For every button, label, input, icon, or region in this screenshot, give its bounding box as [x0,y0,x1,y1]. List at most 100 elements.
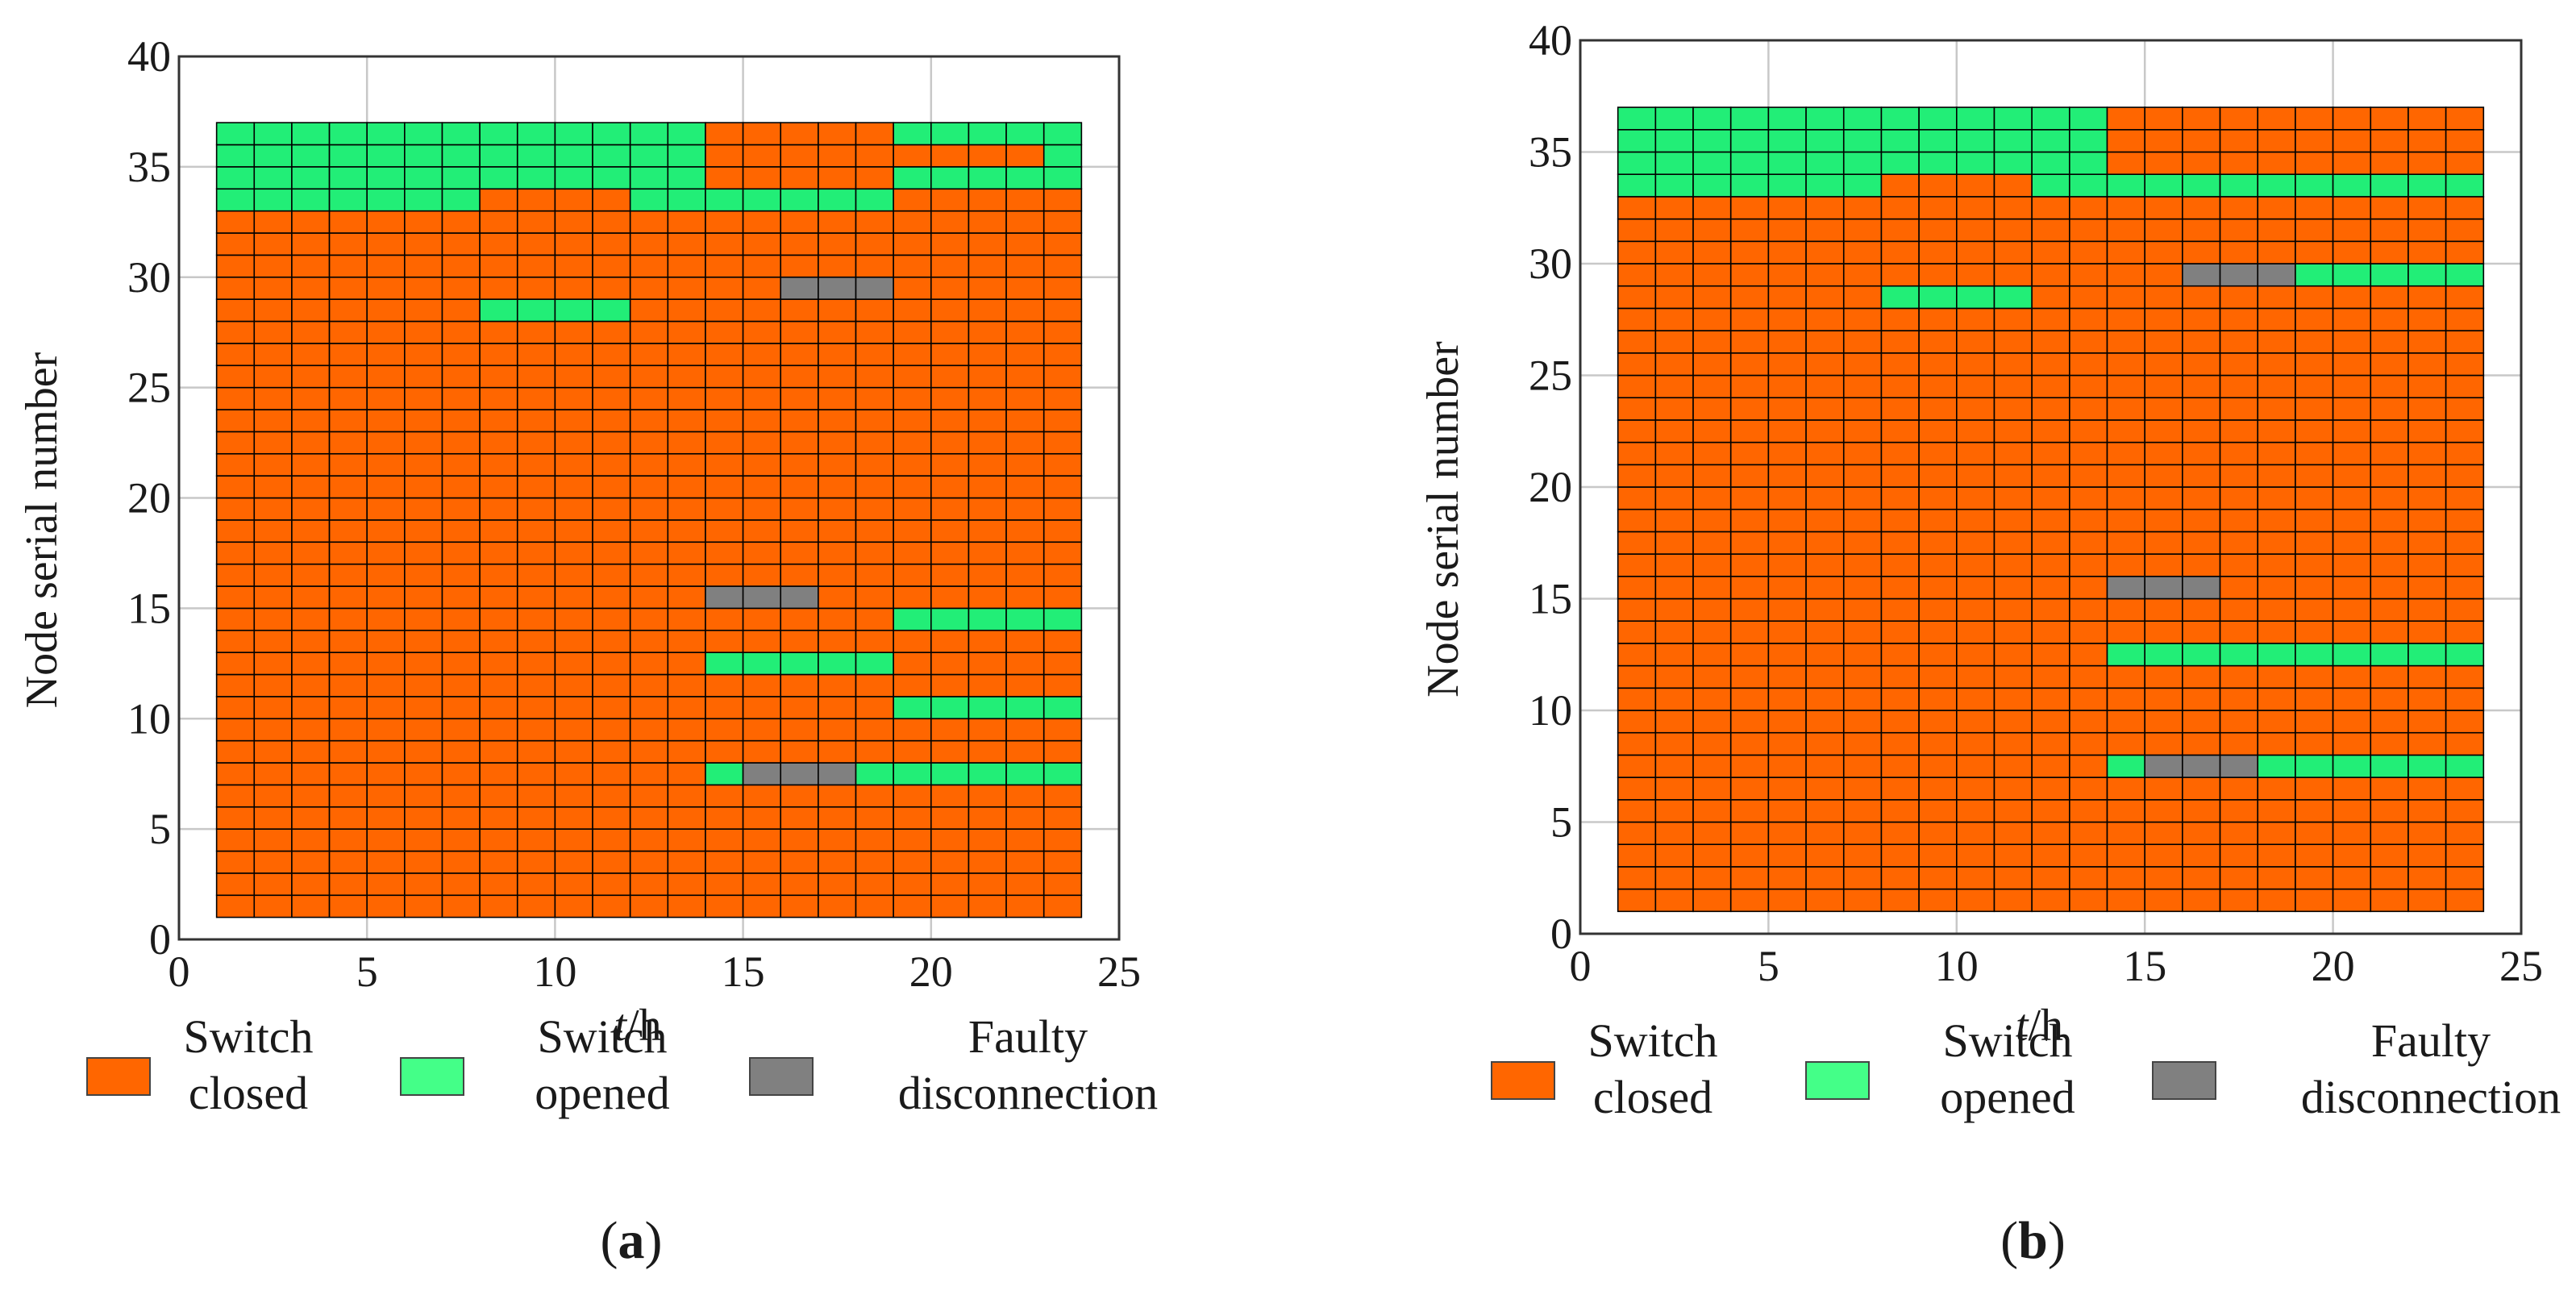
cell-closed-h20-n28 [2332,285,2372,310]
cell-closed-h9-n1 [1918,888,1958,913]
cell-closed-h21-n17 [968,541,1007,565]
cell-closed-h20-n8 [930,739,970,764]
cell-closed-h5-n8 [366,739,406,764]
cell-closed-h4-n9 [1729,710,1770,734]
cell-closed-h1-n25 [215,364,256,389]
cell-closed-h8-n2 [479,872,518,897]
cell-closed-h17-n20 [818,475,857,499]
cell-closed-h7-n28 [441,298,481,323]
cell-closed-h1-n6 [1617,777,1657,801]
cell-closed-h20-n10 [2332,687,2372,711]
cell-closed-h19-n4 [2295,821,2334,846]
cell-closed-h7-n1 [1842,888,1883,913]
cell-closed-h2-n17 [253,541,293,565]
cell-closed-h23-n31 [1042,232,1083,256]
cell-closed-h3-n8 [291,739,331,764]
cell-closed-h6-n7 [404,762,443,786]
cell-opened-h8-n28 [479,298,518,323]
cell-closed-h2-n11 [253,673,293,697]
cell-closed-h9-n19 [516,497,556,521]
cell-closed-h12-n7 [629,762,669,786]
cell-closed-h15-n16 [742,563,782,587]
cell-closed-h9-n1 [516,894,556,918]
cell-closed-h19-n6 [2295,777,2334,801]
cell-closed-h5-n23 [1767,397,1807,421]
cell-closed-h15-n10 [2144,687,2183,711]
cell-closed-h11-n19 [1993,486,2033,510]
cell-closed-h2-n1 [1654,888,1694,913]
cell-closed-h7-n3 [1842,843,1883,868]
cell-closed-h2-n27 [253,320,293,344]
cell-closed-h8-n5 [1880,798,1920,823]
cell-closed-h19-n26 [2295,330,2334,354]
cell-closed-h9-n13 [1918,620,1958,644]
cell-closed-h14-n34 [2106,151,2146,176]
cell-closed-h13-n24 [2069,374,2108,399]
cell-closed-h8-n22 [479,431,518,455]
cell-closed-h8-n24 [479,386,518,410]
cell-closed-h4-n24 [328,386,368,410]
cell-closed-h14-n2 [2106,866,2146,890]
cell-closed-h7-n32 [441,210,481,234]
cell-closed-h19-n9 [893,718,932,742]
cell-closed-h11-n3 [1993,843,2033,868]
cell-closed-h10-n16 [1956,553,1995,577]
cell-closed-h13-n11 [2069,664,2108,689]
cell-closed-h7-n18 [441,519,481,543]
cell-closed-h23-n3 [1042,850,1083,874]
cell-closed-h20-n4 [2332,821,2372,846]
cell-closed-h9-n16 [1918,553,1958,577]
cell-closed-h11-n7 [1993,754,2033,778]
cell-closed-h12-n3 [2031,843,2070,868]
cell-closed-h23-n11 [1042,673,1083,697]
cell-opened-h20-n12 [2332,643,2372,667]
cell-closed-h17-n3 [2219,843,2259,868]
cell-closed-h5-n11 [366,673,406,697]
cell-closed-h13-n2 [2069,866,2108,890]
cell-closed-h22-n19 [1005,497,1045,521]
cell-closed-h11-n13 [1993,620,2033,644]
cell-closed-h9-n15 [1918,575,1958,600]
cell-opened-h21-n34 [968,166,1007,190]
cell-closed-h12-n25 [629,364,669,389]
cell-closed-h23-n32 [1042,210,1083,234]
cell-closed-h3-n20 [291,475,331,499]
cell-closed-h13-n5 [2069,798,2108,823]
cell-closed-h15-n13 [2144,620,2183,644]
cell-closed-h14-n22 [2106,419,2146,443]
cell-opened-h1-n34 [1617,151,1657,176]
cell-closed-h11-n26 [1993,330,2033,354]
y-tick-label: 30 [127,253,171,302]
cell-closed-h5-n17 [1767,531,1807,555]
cell-closed-h16-n5 [780,806,819,830]
cell-closed-h23-n6 [2445,777,2485,801]
legend-label-opened: opened [1940,1071,2075,1123]
cell-closed-h4-n3 [328,850,368,874]
cell-closed-h6-n8 [404,739,443,764]
cell-closed-h21-n26 [2370,330,2409,354]
cell-closed-h2-n29 [253,276,293,300]
cell-closed-h8-n24 [1880,374,1920,399]
cell-closed-h14-n5 [705,806,744,830]
cell-closed-h18-n17 [2257,531,2296,555]
cell-closed-h9-n14 [516,607,556,631]
cell-closed-h22-n32 [2407,196,2447,220]
cell-closed-h6-n14 [404,607,443,631]
cell-closed-h11-n12 [1993,643,2033,667]
cell-closed-h9-n16 [516,563,556,587]
legend-swatch-closed [1491,1061,1555,1100]
cell-closed-h15-n1 [2144,888,2183,913]
cell-closed-h16-n8 [780,739,819,764]
cell-opened-h20-n7 [2332,754,2372,778]
cell-closed-h20-n9 [2332,710,2372,734]
cell-closed-h4-n26 [328,343,368,367]
cell-closed-h8-n12 [1880,643,1920,667]
cell-closed-h11-n23 [1993,397,2033,421]
cell-closed-h8-n9 [479,718,518,742]
cell-closed-h7-n25 [441,364,481,389]
cell-closed-h22-n28 [2407,285,2447,310]
cell-closed-h2-n13 [253,629,293,653]
cell-closed-h16-n25 [780,364,819,389]
cell-closed-h20-n26 [930,343,970,367]
cell-closed-h2-n12 [1654,643,1694,667]
